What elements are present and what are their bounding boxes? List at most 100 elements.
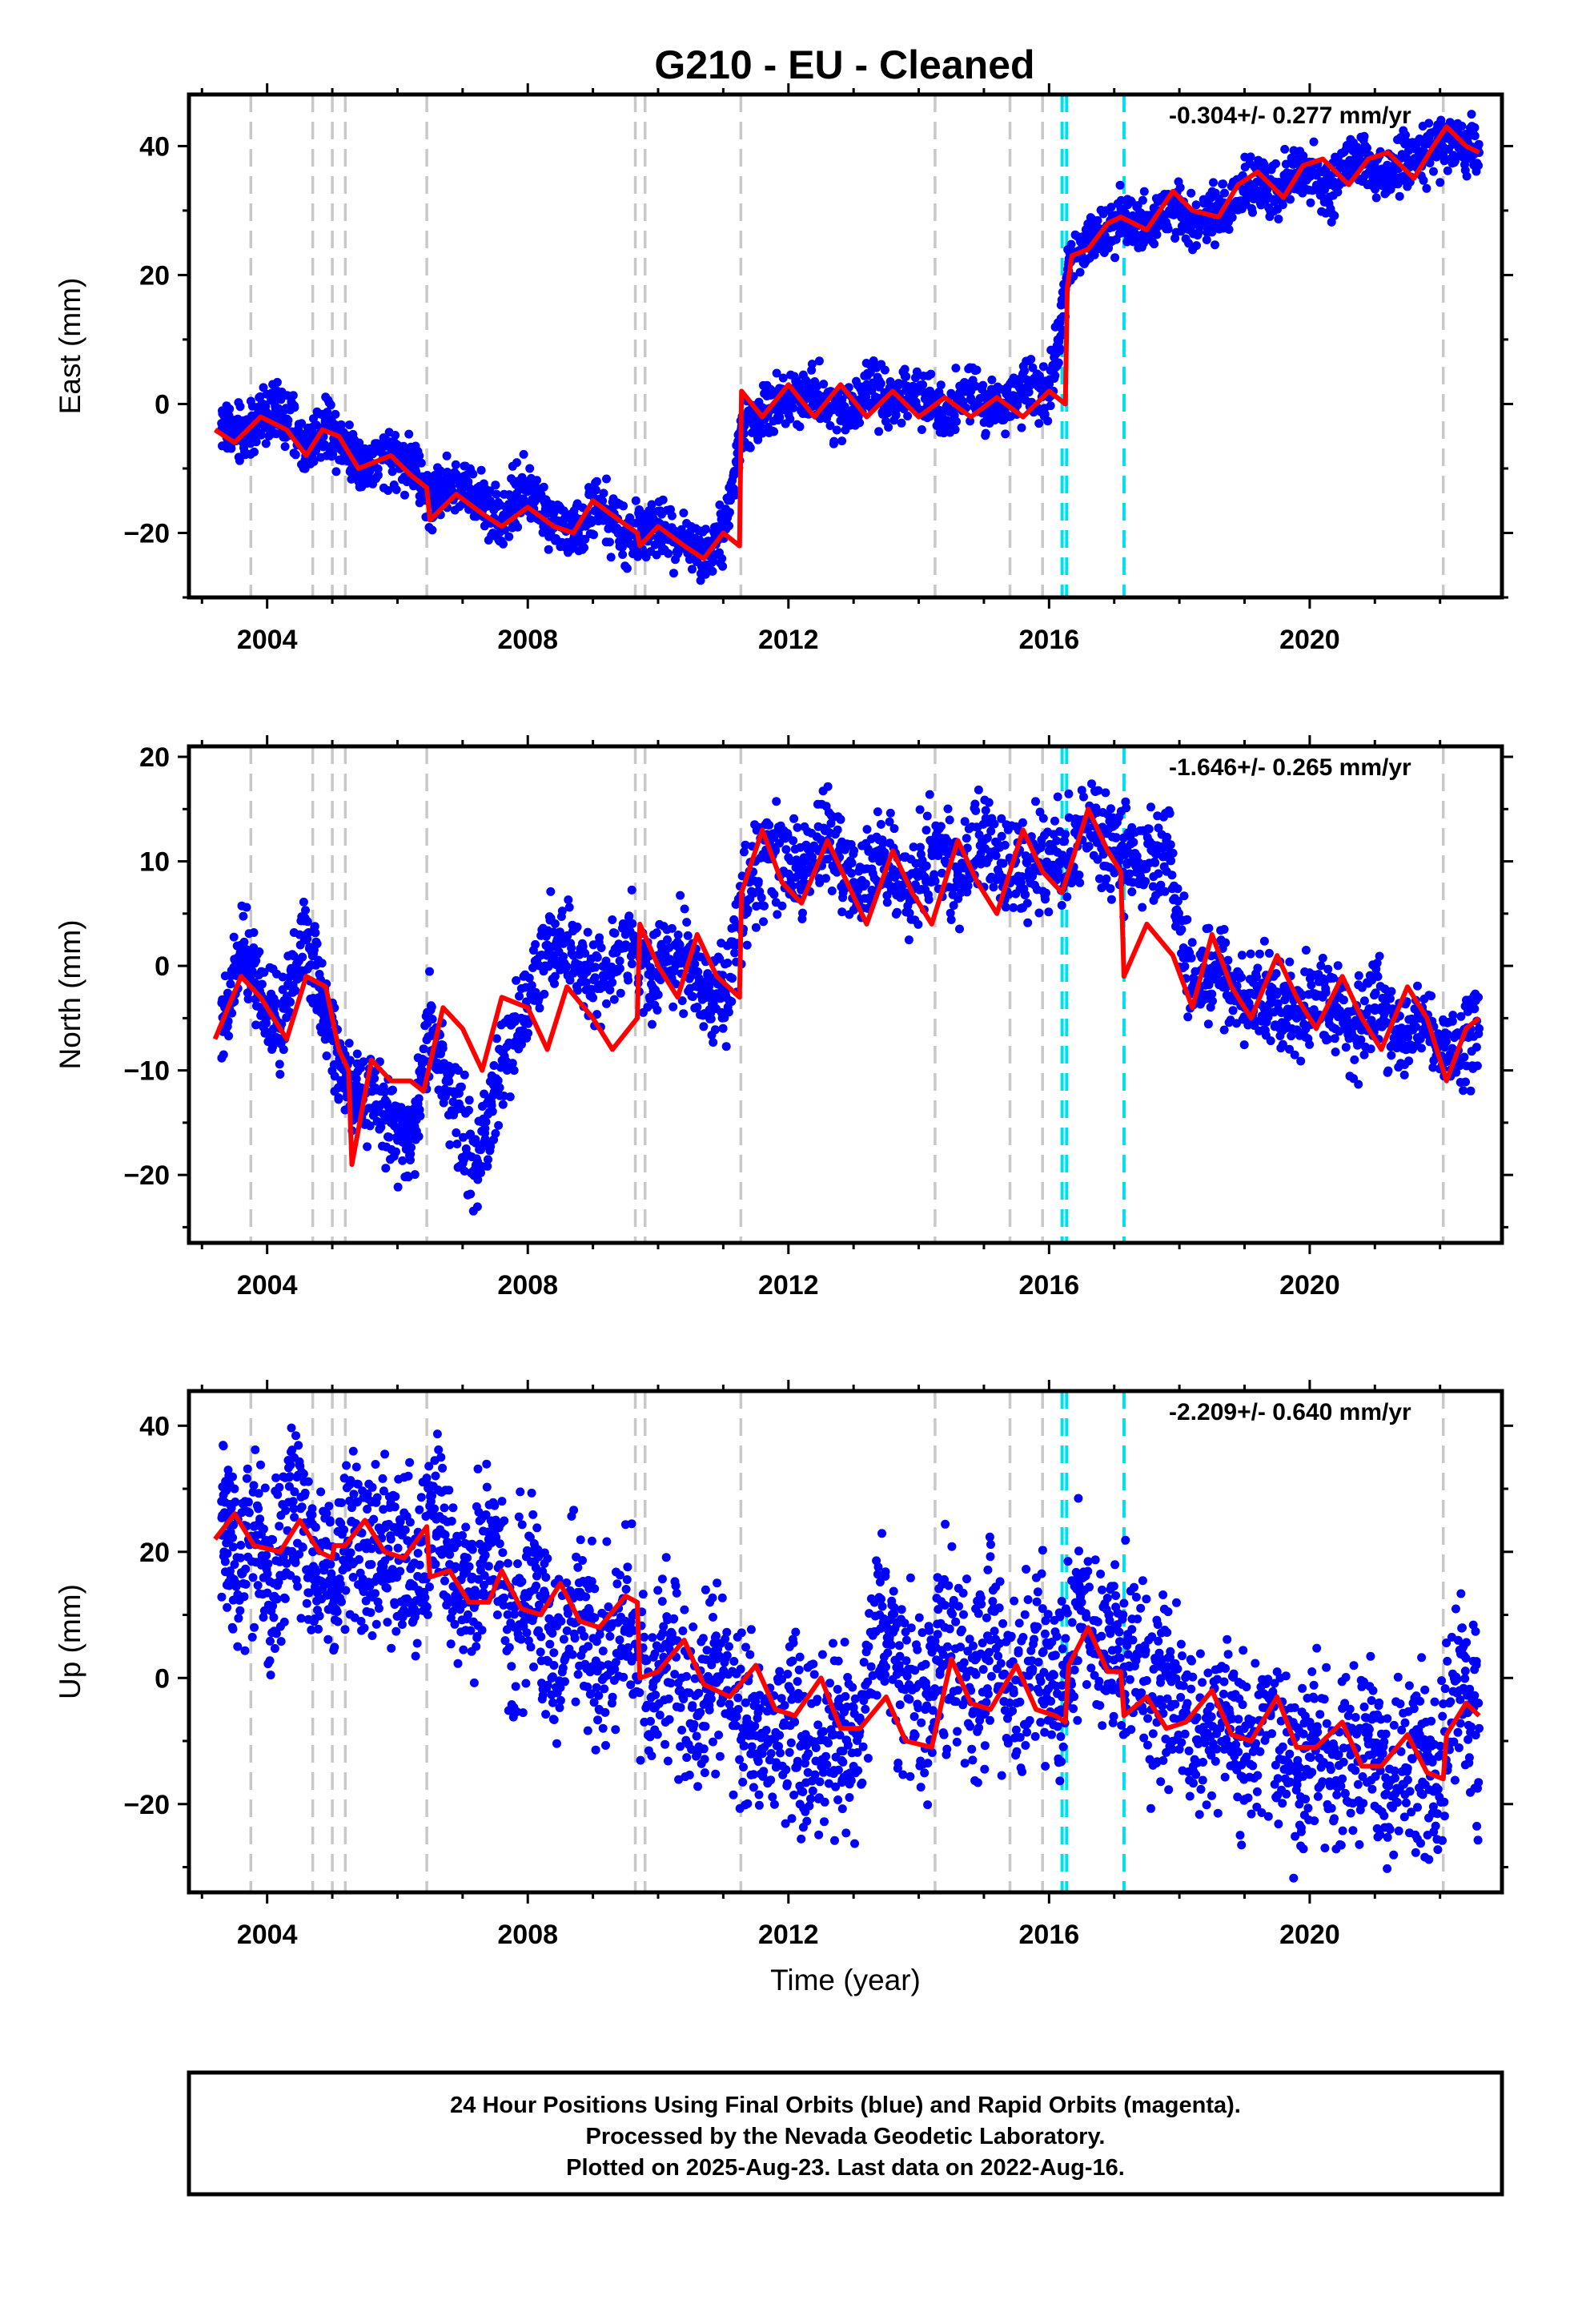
y-axis-label: East (mm) xyxy=(54,278,86,415)
x-tick-label: 2016 xyxy=(1019,625,1080,655)
data-point xyxy=(1034,419,1044,428)
data-point xyxy=(880,365,889,375)
data-point xyxy=(960,817,970,826)
data-point xyxy=(1278,1039,1287,1049)
data-point xyxy=(934,851,943,860)
data-point xyxy=(619,501,628,511)
data-point xyxy=(708,566,717,576)
data-point xyxy=(255,392,265,401)
data-point xyxy=(1150,858,1160,867)
data-point xyxy=(1046,401,1055,411)
data-point xyxy=(1018,386,1028,396)
data-point xyxy=(627,885,636,895)
data-point xyxy=(312,939,322,948)
data-point xyxy=(669,569,678,578)
data-point xyxy=(1186,953,1196,963)
data-point xyxy=(286,997,295,1007)
data-point xyxy=(590,973,600,983)
data-point xyxy=(909,842,918,852)
data-point xyxy=(1204,923,1214,933)
data-point xyxy=(618,550,628,559)
data-point xyxy=(772,368,781,378)
data-point xyxy=(721,1042,731,1051)
data-point xyxy=(1371,988,1380,998)
data-point xyxy=(1101,788,1110,798)
data-point xyxy=(1038,814,1048,823)
data-point xyxy=(1450,156,1460,166)
data-point xyxy=(676,891,685,900)
data-point xyxy=(1186,188,1196,198)
data-point xyxy=(494,1120,504,1130)
data-point xyxy=(498,1100,508,1109)
data-point xyxy=(311,928,320,938)
data-point xyxy=(1366,1044,1375,1054)
data-point xyxy=(532,476,541,485)
data-point xyxy=(1290,1050,1299,1059)
data-point xyxy=(460,1166,469,1176)
data-point xyxy=(1183,1012,1193,1022)
data-point xyxy=(997,814,1006,823)
data-point xyxy=(1141,877,1150,887)
data-point xyxy=(837,436,847,446)
data-point xyxy=(1038,362,1048,372)
data-point xyxy=(936,822,946,831)
data-point xyxy=(428,525,437,535)
data-point xyxy=(620,535,630,545)
data-point xyxy=(616,988,625,998)
data-point xyxy=(488,1107,497,1116)
data-point xyxy=(1248,207,1257,217)
data-point xyxy=(416,458,426,468)
data-point xyxy=(345,1055,355,1065)
data-point xyxy=(1055,344,1065,354)
data-point xyxy=(1403,155,1412,164)
data-point xyxy=(505,1092,515,1102)
data-point xyxy=(452,1128,461,1137)
data-point xyxy=(1333,187,1343,197)
data-point xyxy=(665,955,675,964)
data-point xyxy=(546,887,556,896)
data-point xyxy=(592,1010,602,1019)
data-point xyxy=(667,511,677,521)
data-point xyxy=(865,368,875,377)
data-point xyxy=(404,429,414,439)
data-point xyxy=(415,451,424,460)
data-point xyxy=(376,1123,386,1132)
data-point xyxy=(480,1124,490,1133)
data-point xyxy=(1271,969,1281,979)
data-point xyxy=(940,406,950,416)
data-point xyxy=(1219,179,1228,189)
data-point xyxy=(1354,971,1363,980)
data-point xyxy=(1422,183,1431,193)
data-point xyxy=(1271,159,1280,168)
data-point xyxy=(391,431,400,440)
data-point xyxy=(1020,366,1029,376)
data-point xyxy=(635,505,644,514)
data-point xyxy=(1373,972,1383,981)
data-point xyxy=(825,421,835,430)
data-point xyxy=(1075,267,1085,277)
data-point xyxy=(391,1147,400,1156)
data-point xyxy=(873,807,882,817)
data-point xyxy=(464,1096,474,1105)
data-point xyxy=(373,464,383,473)
data-point xyxy=(669,1002,678,1011)
data-point xyxy=(1077,786,1086,795)
y-tick-label: 40 xyxy=(139,131,170,162)
data-point xyxy=(1246,949,1255,959)
data-point xyxy=(321,419,331,428)
data-point xyxy=(1285,1044,1294,1054)
data-point xyxy=(243,995,253,1003)
data-point xyxy=(1339,995,1348,1005)
data-point xyxy=(847,869,857,878)
data-point xyxy=(847,858,857,868)
data-point xyxy=(1053,792,1062,802)
data-point xyxy=(351,1074,361,1084)
data-point xyxy=(1106,203,1116,212)
data-point xyxy=(596,943,606,952)
data-point xyxy=(829,436,839,446)
data-point xyxy=(383,486,393,495)
data-point xyxy=(901,372,911,381)
data-point xyxy=(1351,155,1360,164)
data-point xyxy=(493,1076,503,1085)
data-point xyxy=(989,883,998,892)
